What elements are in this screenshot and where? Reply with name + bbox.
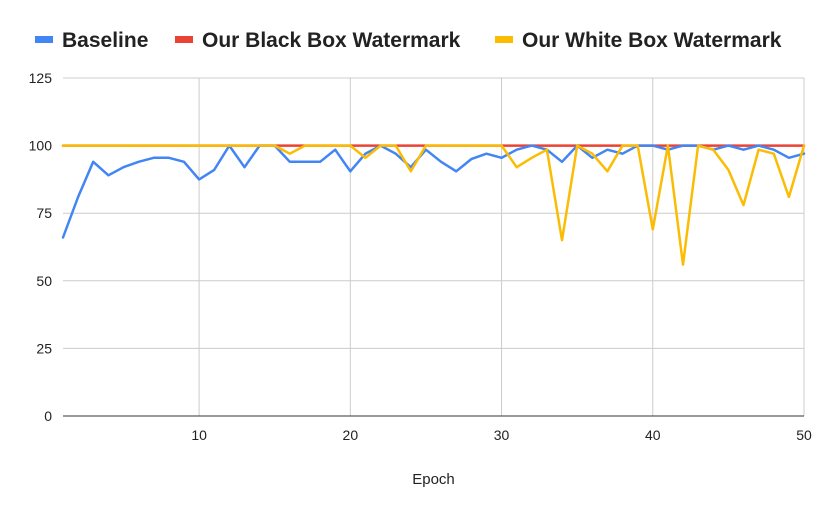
gridlines xyxy=(63,77,805,416)
y-axis-ticks: 0 25 50 75 100 125 xyxy=(29,70,53,424)
legend-swatch xyxy=(175,36,193,43)
x-tick-label: 40 xyxy=(645,427,661,443)
x-tick-label: 50 xyxy=(796,427,812,443)
x-tick-label: 10 xyxy=(191,427,207,443)
legend-item-1: Our Black Box Watermark xyxy=(175,29,461,52)
y-tick-label: 50 xyxy=(36,273,52,289)
legend-label: Baseline xyxy=(62,29,148,52)
x-tick-label: 20 xyxy=(343,427,359,443)
y-tick-label: 25 xyxy=(36,340,52,356)
x-axis-ticks: 10 20 30 40 50 xyxy=(191,427,812,443)
legend-swatch xyxy=(495,36,513,43)
legend-item-0: Baseline xyxy=(35,29,148,52)
legend-label: Our Black Box Watermark xyxy=(202,29,461,52)
y-tick-label: 0 xyxy=(44,408,52,424)
legend-swatch xyxy=(35,36,53,43)
legend-label: Our White Box Watermark xyxy=(522,29,782,52)
x-axis-title: Epoch xyxy=(412,471,455,488)
series-line-2 xyxy=(61,144,806,266)
series-lines xyxy=(61,144,806,266)
legend: Baseline Our Black Box Watermark Our White… xyxy=(35,29,782,52)
y-tick-label: 75 xyxy=(36,205,52,221)
y-tick-label: 125 xyxy=(29,70,53,86)
legend-item-2: Our White Box Watermark xyxy=(495,29,782,52)
y-tick-label: 100 xyxy=(29,138,53,154)
series-line-0 xyxy=(61,144,806,239)
x-tick-label: 30 xyxy=(494,427,510,443)
